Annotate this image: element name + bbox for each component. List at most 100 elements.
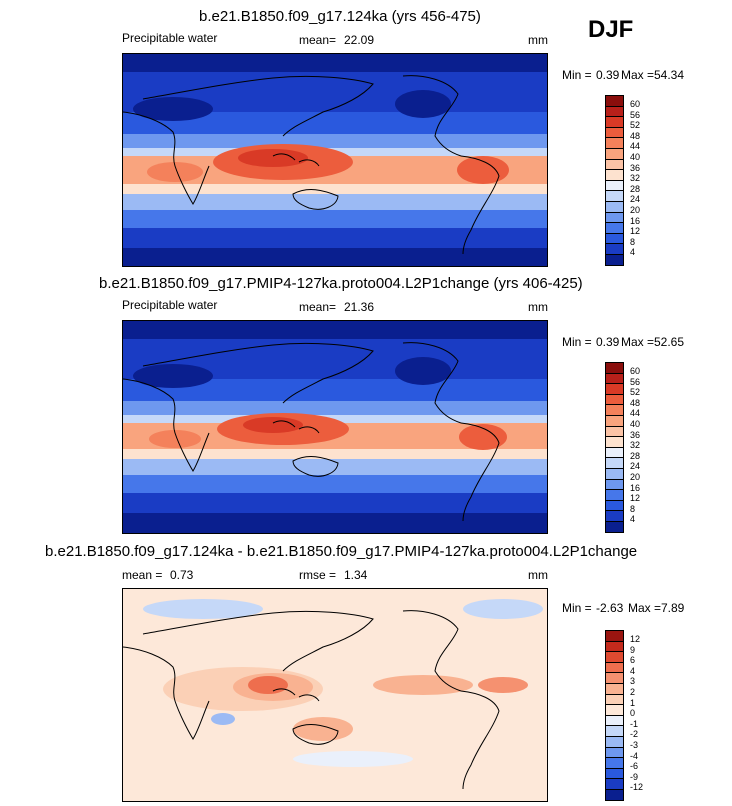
panel1-colorbar-label: 24 [630, 194, 641, 205]
panel2-band-n-tropic [123, 401, 547, 415]
panel3-colorbar: 12 9 6 4 3 2 1 0 -1 -2 -3 -4 -6 -9 -12 [605, 630, 665, 801]
panel2-colorbar-label: 32 [630, 440, 641, 451]
panel3-neg-indian [211, 713, 235, 725]
panel1-colorbar: 60 56 52 48 44 40 36 32 28 24 20 16 12 8… [605, 95, 665, 266]
panel3-map [122, 588, 548, 802]
panel1-colorbar-label: 32 [630, 173, 641, 184]
panel1-colorbar-label: 4 [630, 247, 636, 258]
panel3-colorbar-label: -9 [630, 771, 639, 782]
panel3-colorbar-label: -1 [630, 718, 639, 729]
panel1-coast-southamerica [460, 155, 500, 255]
panel3-colorbar-label: 2 [630, 687, 636, 697]
panel3-pos-warmpool-core [248, 676, 288, 694]
panel2-min-value: 0.39 [596, 335, 620, 349]
panel3-colorbar-label: -2 [630, 729, 639, 740]
panel1-africa-moist [147, 162, 203, 182]
panel3-coast-northamerica [402, 610, 462, 692]
panel2-variable-label: Precipitable water [122, 298, 218, 312]
panel1-band-s-tropic [123, 194, 547, 210]
panel3-units: mm [528, 568, 548, 582]
panel2-band-s-tropic [123, 459, 547, 475]
panel2-coast-australia [292, 456, 339, 477]
panel3-coast-africa [123, 646, 210, 740]
panel2-band-s-polar [123, 513, 547, 533]
panel2-colorbar: 60 56 52 48 44 40 36 32 28 24 20 16 12 8… [605, 362, 665, 533]
panel1-dry-northamerica [395, 90, 451, 118]
panel1-dry-asia [133, 97, 213, 121]
panel2-coast-africa [123, 378, 210, 472]
panel3-mean-value: 0.73 [170, 568, 194, 582]
panel2-colorbar-label: 52 [630, 387, 641, 398]
panel1-colorbar-label: 44 [630, 141, 641, 152]
panel2-max-value: 52.65 [654, 335, 685, 349]
panel3-mean-label: mean = [122, 568, 163, 582]
panel2-colorbar-label: 24 [630, 461, 641, 472]
panel3-colorbar-label: -3 [630, 740, 639, 750]
panel2-band-n-subtropic [123, 379, 547, 401]
panel1-colorbar-label: 48 [630, 130, 641, 141]
panel3-pos-atlantic [478, 677, 528, 693]
panel3-colorbar-label: 6 [630, 655, 636, 666]
panel3-rmse-label: rmse = [299, 568, 337, 582]
panel2-colorbar-label: 12 [630, 493, 641, 504]
panel3-coast-islands [272, 688, 320, 702]
panel3-pos-australia [293, 717, 353, 741]
panel1-map [122, 53, 548, 267]
panel1-coast-northamerica [402, 75, 462, 157]
panel3-colorbar-label: 12 [630, 634, 641, 644]
panel2-colorbar-label: 8 [630, 503, 636, 514]
panel1-map-svg [123, 54, 547, 266]
panel2-colorbar-label: 56 [630, 376, 641, 387]
colorbar-box [605, 254, 624, 266]
panel2-africa-moist [149, 430, 201, 448]
panel2-colorbar-label: 20 [630, 472, 641, 482]
panel1-band-s-edge [123, 184, 547, 194]
panel3-max-value: 7.89 [661, 601, 685, 615]
panel3-coast-southamerica [460, 690, 500, 790]
panel1-colorbar-label: 56 [630, 109, 641, 120]
panel2-title: b.e21.B1850.f09_g17.PMIP4-127ka.proto004… [99, 275, 583, 292]
panel2-max-label: Max = [621, 335, 655, 349]
panel3-colorbar-label: 1 [630, 697, 636, 708]
panel1-min-label: Min = [562, 68, 592, 82]
panel2-band-n-edge [123, 415, 547, 423]
panel2-mean-label: mean= [299, 300, 337, 314]
panel2-colorbar-label: 40 [630, 419, 641, 429]
panel3-max-label: Max = [628, 601, 662, 615]
panel2-amazon-moist [459, 424, 507, 450]
panel1-mean-label: mean= [299, 33, 337, 47]
panel1-coast-islands [272, 153, 320, 167]
panel2-colorbar-label: 48 [630, 397, 641, 408]
panel2-units: mm [528, 300, 548, 314]
panel1-colorbar-label: 40 [630, 152, 641, 162]
panel3-neg-arctic [143, 599, 263, 619]
colorbar-box [605, 521, 624, 533]
panel3-colorbar-label: 3 [630, 676, 636, 687]
panel3-colorbar-label: 0 [630, 708, 636, 719]
panel1-colorbar-label: 60 [630, 99, 641, 109]
panel2-band-s-midlat [123, 493, 547, 513]
panel3-colorbar-label: -6 [630, 761, 639, 772]
panel1-amazon-moist [457, 156, 509, 184]
panel2-map [122, 320, 548, 534]
panel1-band-s-subtropic [123, 210, 547, 228]
panel1-max-label: Max = [621, 68, 655, 82]
panel3-pos-pacific [373, 675, 473, 695]
panel2-warm-pool-core [243, 417, 303, 433]
panel2-coastlines [123, 342, 500, 522]
panel1-colorbar-label: 16 [630, 215, 641, 226]
panel3-colorbar-label: -4 [630, 750, 639, 761]
colorbar-box [605, 789, 624, 801]
panel1-colorbar-label: 8 [630, 236, 636, 247]
panel1-band-s-midlat [123, 228, 547, 248]
panel3-coastlines [123, 610, 500, 790]
panel2-coast-islands [272, 420, 320, 434]
panel2-coast-northamerica [402, 342, 462, 424]
panel1-colorbar-label: 28 [630, 183, 641, 194]
panel2-colorbar-label: 60 [630, 366, 641, 376]
panel1-band-n-tropic [123, 134, 547, 148]
panel3-colorbar-label: 4 [630, 665, 636, 676]
panel3-coast-eurasia [142, 610, 374, 672]
panel2-coast-eurasia [142, 342, 374, 404]
panel2-colorbar-label: 28 [630, 450, 641, 461]
